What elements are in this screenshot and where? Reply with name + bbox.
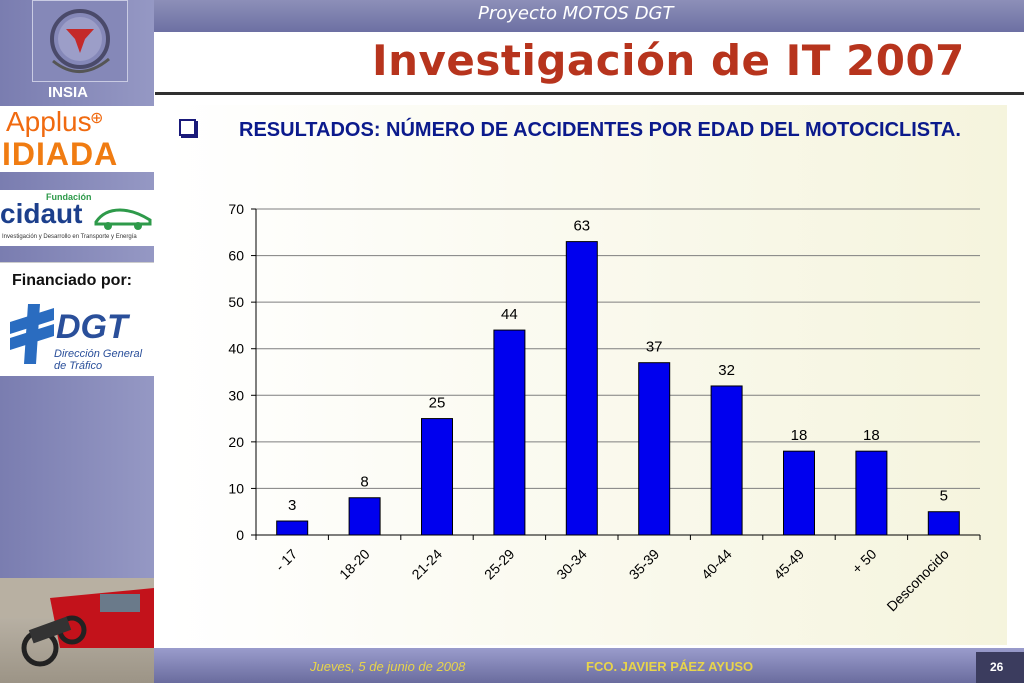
- page-title: Investigación de IT 2007: [372, 36, 965, 85]
- footer-author: FCO. JAVIER PÁEZ AYUSO: [586, 659, 754, 674]
- insia-label: INSIA: [48, 84, 89, 101]
- bar-value-label: 5: [940, 488, 948, 505]
- footer-bar: [154, 648, 1024, 683]
- footer-date: Jueves, 5 de junio de 2008: [310, 659, 466, 674]
- cidaut-logo: Fundación cidaut Investigación y Desarro…: [0, 190, 154, 246]
- x-tick-label: 45-49: [770, 546, 807, 583]
- bar-value-label: 18: [863, 427, 880, 444]
- bar-value-label: 3: [288, 497, 296, 514]
- top-bar: [0, 0, 1024, 32]
- sidebar: INSIA Applus ⊕ IDIADA Fundación cidaut I…: [0, 0, 154, 683]
- x-tick-label: 35-39: [626, 546, 663, 583]
- y-axis-ticks: 0 10 20 30 40 50 60 70: [228, 201, 244, 543]
- checkbox-bullet-icon: [179, 119, 196, 136]
- car-icon: [94, 208, 152, 230]
- x-tick-label: 18-20: [336, 546, 373, 583]
- project-name: Proyecto MOTOS DGT: [478, 3, 674, 24]
- x-tick-label: Desconocido: [883, 546, 952, 615]
- title-divider: [155, 92, 1024, 95]
- y-tick-label: 30: [228, 387, 244, 403]
- bar-value-label: 37: [646, 339, 663, 356]
- bar-value-label: 32: [718, 362, 735, 379]
- bar-value-label: 18: [791, 427, 808, 444]
- bar: [276, 520, 309, 536]
- accident-photo: [0, 578, 154, 683]
- applus-idiada-logo: Applus ⊕ IDIADA: [0, 106, 154, 172]
- accident-scene-illustration: [0, 578, 154, 667]
- x-tick-label: - 17: [272, 546, 301, 575]
- bar-value-label: 44: [501, 306, 518, 323]
- bars: [276, 241, 960, 536]
- bar: [493, 329, 526, 536]
- x-tick-label: 40-44: [698, 546, 735, 583]
- dgt-logo: DGT Dirección General de Tráfico: [0, 296, 154, 376]
- y-tick-label: 40: [228, 341, 244, 357]
- bar-chart: 0 10 20 30 40 50 60 70 3 8 25 44 63 37 32 18 18 5 - 17 18…: [228, 201, 981, 615]
- fundacion-label: Fundación: [46, 192, 92, 202]
- dgt-subtitle-line1: Dirección General: [54, 348, 143, 360]
- cidaut-subtitle: Investigación y Desarrollo en Transporte…: [2, 234, 137, 240]
- idiada-label: IDIADA: [2, 136, 119, 172]
- page-number: 26: [990, 660, 1004, 674]
- circled-plus-icon: ⊕: [90, 110, 104, 127]
- bar: [927, 511, 960, 536]
- dgt-label: DGT: [56, 308, 128, 346]
- financiado-label: Financiado por:: [12, 272, 132, 289]
- cidaut-label: cidaut: [0, 198, 83, 229]
- page-number-box: [976, 652, 1024, 683]
- bar-value-label: 63: [573, 218, 590, 235]
- y-tick-label: 20: [228, 434, 244, 450]
- bar-value-label: 8: [360, 474, 368, 491]
- applus-label: Applus: [6, 106, 92, 137]
- bar: [565, 241, 598, 536]
- funding-box: Financiado por:: [0, 262, 154, 297]
- y-tick-label: 60: [228, 248, 244, 264]
- bar: [348, 497, 381, 536]
- x-tick-label: + 50: [849, 546, 880, 577]
- x-axis-ticks: - 17 18-20 21-24 25-29 30-34 35-39 40-44 45-49 +…: [272, 546, 952, 615]
- y-tick-label: 10: [228, 480, 244, 496]
- bar: [710, 385, 743, 536]
- bar: [421, 418, 453, 536]
- insia-logo: [32, 0, 128, 82]
- bar: [638, 362, 671, 536]
- data-labels: 3 8 25 44 63 37 32 18 18 5: [288, 218, 948, 514]
- dgt-subtitle-line2: de Tráfico: [54, 360, 103, 372]
- results-heading: RESULTADOS: NÚMERO DE ACCIDENTES POR EDA…: [239, 119, 961, 141]
- dgt-emblem-icon: [10, 304, 54, 364]
- bar-value-label: 25: [429, 395, 446, 412]
- x-tick-label: 30-34: [553, 546, 590, 583]
- x-tick-label: 21-24: [408, 546, 445, 583]
- y-tick-label: 0: [236, 527, 244, 543]
- bar: [783, 450, 815, 536]
- x-tick-label: 25-29: [481, 546, 518, 583]
- insia-emblem-icon: [50, 9, 110, 73]
- bar: [855, 450, 888, 536]
- y-tick-label: 50: [228, 294, 244, 310]
- y-tick-label: 70: [228, 201, 244, 217]
